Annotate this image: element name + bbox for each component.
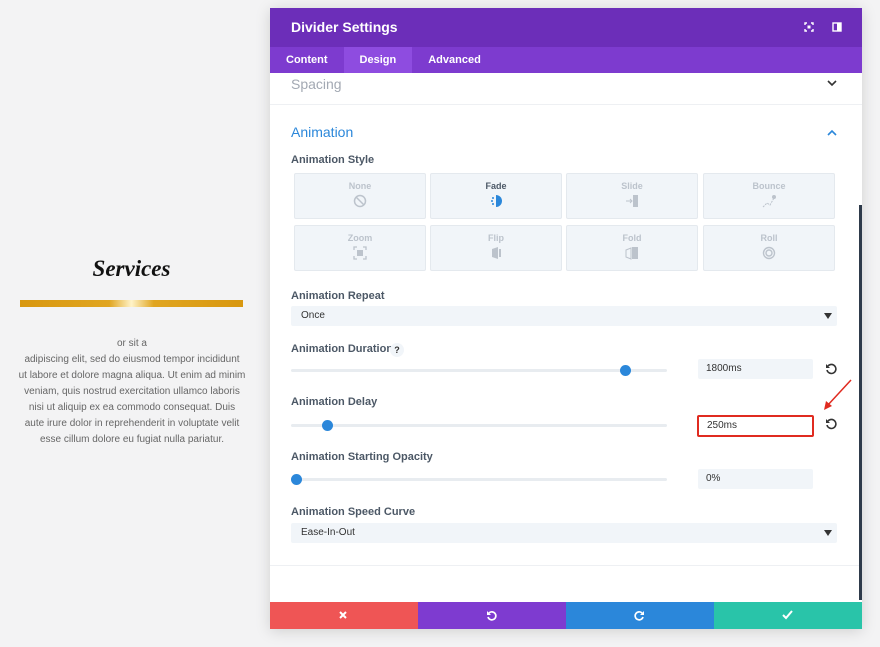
option-icon: [353, 246, 367, 260]
input-value: 1800ms: [706, 363, 742, 374]
reset-icon[interactable]: [825, 418, 837, 430]
tab-active[interactable]: Design: [343, 47, 413, 73]
undo-button[interactable]: [418, 602, 566, 629]
fullscreen-icon[interactable]: [804, 22, 814, 32]
slider-knob[interactable]: [322, 420, 333, 431]
style-option[interactable]: Zoom: [294, 225, 426, 271]
tab[interactable]: Advanced: [428, 54, 481, 66]
chevron-up[interactable]: [827, 129, 837, 136]
style-option[interactable]: Roll: [703, 225, 835, 271]
paragraph-line: adipiscing elit, sed do eiusmod tempor i…: [24, 354, 240, 365]
help-icon[interactable]: ?: [390, 343, 404, 357]
text-input[interactable]: 0%: [698, 469, 813, 489]
paragraph-line: esse cillum dolore eu fugiat nulla paria…: [40, 434, 224, 445]
style-option[interactable]: Bounce: [703, 173, 835, 219]
section-title[interactable]: Animation: [291, 124, 354, 140]
modal-header: Divider Settings: [270, 8, 862, 47]
text-input-highlighted[interactable]: 250ms: [697, 415, 814, 437]
gold-divider: [20, 300, 243, 307]
text-input[interactable]: 1800ms: [698, 359, 813, 379]
icon: [782, 610, 793, 620]
style-option[interactable]: None: [294, 173, 426, 219]
settings-modal: Divider Settings Content Design Advanced…: [270, 8, 862, 629]
services-heading: Services: [92, 256, 171, 281]
slider-track[interactable]: [291, 478, 667, 481]
annotation-arrow: [824, 379, 852, 410]
option-icon: [353, 194, 367, 208]
field-label: Animation Starting Opacity: [291, 451, 433, 463]
paragraph-line: aute irure dolor in reprehenderit in vol…: [24, 418, 240, 429]
select[interactable]: Once: [291, 306, 837, 326]
chevron-down[interactable]: [827, 80, 837, 87]
sidebar-icon[interactable]: [832, 22, 842, 32]
paragraph-line: or sit a: [116, 338, 147, 349]
scrollbar[interactable]: [859, 205, 862, 600]
divider: [270, 565, 862, 566]
save-button[interactable]: [714, 602, 862, 629]
option-label: Fold: [622, 233, 642, 243]
select-arrow: [824, 313, 832, 319]
field-label: Animation Delay: [291, 396, 378, 408]
slider-knob[interactable]: [620, 365, 631, 376]
option-label: Bounce: [752, 181, 786, 191]
style-option[interactable]: Flip: [430, 225, 562, 271]
option-label: Slide: [621, 181, 643, 191]
paragraph-line: veniam, quis nostrud exercitation ullamc…: [24, 386, 240, 397]
field-label: Animation Speed Curve: [291, 506, 416, 518]
redo-button[interactable]: [566, 602, 714, 629]
option-label: Roll: [760, 233, 778, 243]
section-title[interactable]: Spacing: [291, 76, 342, 92]
paragraph-line: nisi ut aliquip ex ea commodo consequat.…: [28, 402, 236, 413]
option-label: None: [348, 181, 372, 191]
select-arrow: [824, 530, 832, 536]
tab-bar: Content Design Advanced: [270, 47, 862, 73]
style-option[interactable]: Fold: [566, 225, 698, 271]
field-label: Animation Style: [291, 154, 375, 166]
field-label: Animation Duration: [291, 343, 394, 355]
divider: [270, 104, 862, 105]
select-value: Ease-In-Out: [301, 527, 355, 538]
slider-knob[interactable]: [291, 474, 302, 485]
paragraph: or sit a adipiscing elit, sed do eiusmod…: [14, 336, 250, 448]
option-label: Flip: [488, 233, 504, 243]
reset-icon[interactable]: [825, 363, 837, 375]
input-value: 250ms: [707, 420, 738, 431]
paragraph-line: ut labore et dolore magna aliqua. Ut eni…: [18, 370, 246, 381]
icon: [339, 611, 347, 619]
option-label: Fade: [485, 181, 507, 191]
icon: [634, 610, 644, 621]
slider-track[interactable]: [291, 369, 667, 372]
option-icon: [492, 247, 501, 259]
option-label: Zoom: [347, 233, 373, 243]
option-icon: [491, 195, 502, 207]
select-value: Once: [301, 310, 325, 321]
option-icon: [626, 195, 638, 207]
slider-track[interactable]: [291, 424, 667, 427]
style-option-selected[interactable]: Fade: [430, 173, 562, 219]
select[interactable]: Ease-In-Out: [291, 523, 837, 543]
icon: [487, 610, 497, 621]
option-icon: [762, 195, 776, 208]
modal-title: Divider Settings: [291, 19, 398, 35]
style-option[interactable]: Slide: [566, 173, 698, 219]
option-icon: [625, 247, 638, 260]
tab[interactable]: Content: [286, 54, 328, 66]
option-icon: [762, 246, 776, 260]
input-value: 0%: [706, 473, 721, 484]
cancel-button[interactable]: [270, 602, 418, 629]
field-label: Animation Repeat: [291, 290, 385, 302]
